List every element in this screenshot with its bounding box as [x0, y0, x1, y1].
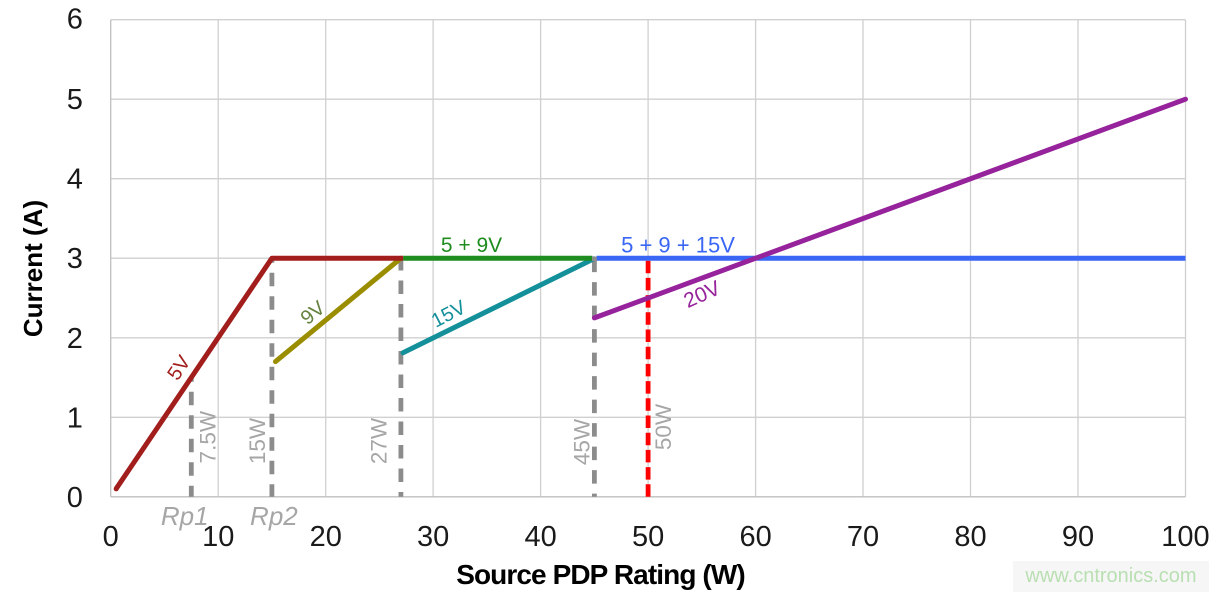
svg-text:50W: 50W [651, 403, 676, 450]
svg-text:6: 6 [67, 3, 83, 35]
svg-text:45W: 45W [569, 418, 594, 465]
svg-text:30: 30 [417, 521, 449, 553]
svg-text:5: 5 [67, 84, 83, 116]
svg-text:100: 100 [1161, 521, 1209, 553]
svg-text:50: 50 [632, 521, 664, 553]
svg-text:15W: 15W [245, 417, 270, 464]
svg-text:1: 1 [67, 402, 83, 434]
svg-text:0: 0 [67, 482, 83, 514]
svg-text:5 + 9 + 15V: 5 + 9 + 15V [621, 233, 735, 258]
svg-text:5 + 9V: 5 + 9V [441, 234, 502, 257]
svg-text:20: 20 [310, 521, 342, 553]
svg-text:Rp2: Rp2 [250, 501, 298, 531]
svg-text:Current (A): Current (A) [18, 200, 48, 337]
svg-text:3: 3 [67, 243, 83, 275]
svg-text:4: 4 [67, 164, 83, 196]
svg-text:10: 10 [202, 521, 234, 553]
svg-text:Rp1: Rp1 [161, 501, 209, 531]
svg-text:2: 2 [67, 323, 83, 355]
svg-text:www.cntronics.com: www.cntronics.com [1024, 565, 1196, 587]
svg-text:60: 60 [739, 521, 771, 553]
svg-text:90: 90 [1062, 521, 1094, 553]
svg-text:80: 80 [954, 521, 986, 553]
svg-text:70: 70 [847, 521, 879, 553]
svg-text:Source PDP Rating (W): Source PDP Rating (W) [456, 559, 745, 590]
svg-text:7.5W: 7.5W [195, 410, 220, 463]
svg-text:27W: 27W [367, 417, 392, 464]
svg-text:40: 40 [524, 521, 556, 553]
svg-text:0: 0 [103, 521, 119, 553]
